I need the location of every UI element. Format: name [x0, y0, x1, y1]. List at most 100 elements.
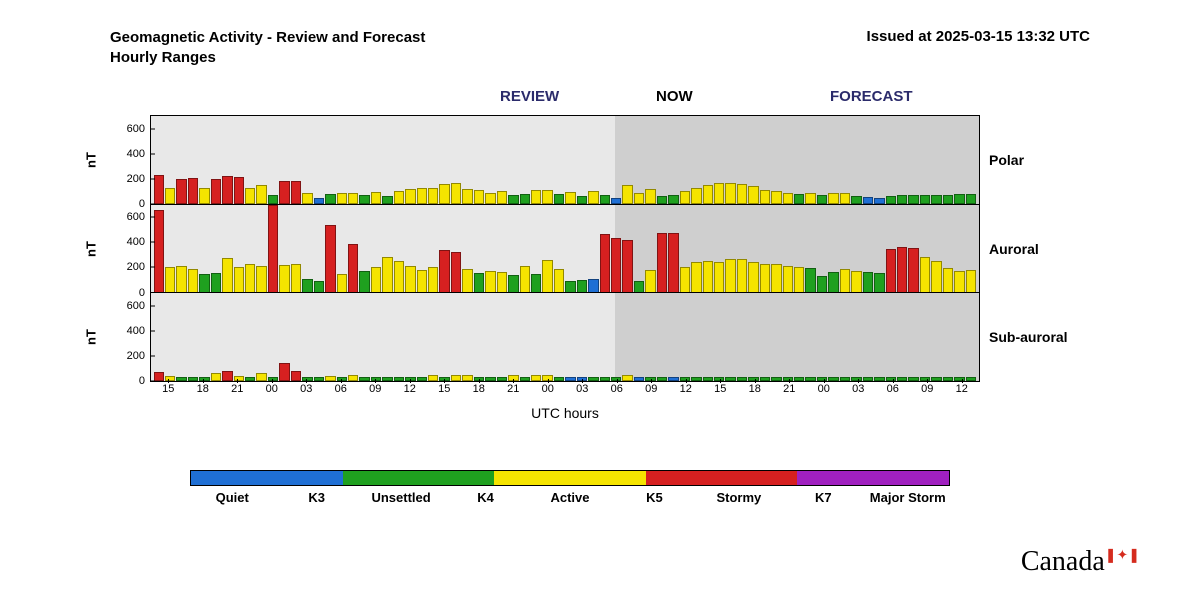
bar [451, 375, 461, 381]
bar [154, 175, 164, 204]
bar [256, 266, 266, 292]
bar [268, 205, 278, 292]
legend-label: Stormy [697, 490, 781, 505]
bar [348, 193, 358, 204]
bar [417, 377, 427, 381]
bar [783, 193, 793, 204]
bar [428, 375, 438, 381]
bar [165, 188, 175, 204]
bar [325, 225, 335, 293]
legend-label: K3 [274, 490, 358, 505]
bar [211, 273, 221, 292]
bar [714, 377, 724, 381]
bar [703, 261, 713, 292]
bar [531, 375, 541, 381]
bar [394, 261, 404, 292]
bar [188, 377, 198, 381]
bar [302, 279, 312, 293]
bar [966, 270, 976, 293]
bar [725, 259, 735, 293]
canada-wordmark: Canada❚✦❚ [1021, 546, 1140, 578]
bar [657, 233, 667, 293]
bar [931, 377, 941, 381]
legend-label: Quiet [190, 490, 274, 505]
bar [222, 176, 232, 204]
bar [485, 271, 495, 293]
bar [176, 377, 186, 381]
bar [874, 377, 884, 381]
zone-label: Auroral [989, 241, 1089, 257]
panel-sub-auroral: 0200400600nTSub-auroral15182100030609121… [150, 292, 980, 382]
bar [531, 274, 541, 293]
chart-area: 0200400600nTPolar0200400600nTAuroral0200… [150, 115, 980, 382]
bar [222, 371, 232, 381]
bar [337, 274, 347, 293]
bar [234, 376, 244, 381]
bar [394, 191, 404, 204]
bar [234, 177, 244, 204]
bar [222, 258, 232, 293]
bar [725, 377, 735, 381]
zone-label: Sub-auroral [989, 329, 1089, 345]
bar [760, 264, 770, 293]
bar [451, 183, 461, 204]
bar [554, 269, 564, 293]
bar [188, 178, 198, 204]
y-label: nT [83, 329, 98, 345]
bar [886, 249, 896, 293]
bar [828, 377, 838, 381]
bar [691, 377, 701, 381]
bar [828, 272, 838, 292]
bar [622, 240, 632, 293]
bar [302, 377, 312, 381]
bar [256, 373, 266, 381]
bar [520, 266, 530, 292]
bar [474, 190, 484, 204]
bar [600, 234, 610, 292]
bar [405, 266, 415, 292]
bar [645, 270, 655, 293]
legend: QuietK3UnsettledK4ActiveK5StormyK7Major … [190, 470, 950, 505]
bar [325, 194, 335, 204]
bar [954, 194, 964, 204]
bar [634, 193, 644, 204]
legend-label: K7 [781, 490, 865, 505]
bar [805, 268, 815, 293]
bar [462, 269, 472, 293]
bar [234, 267, 244, 292]
bar [863, 377, 873, 381]
bar [680, 191, 690, 204]
bar [279, 265, 289, 293]
bar [531, 190, 541, 204]
bar [851, 271, 861, 292]
bar [908, 248, 918, 293]
title-line1: Geomagnetic Activity - Review and Foreca… [110, 28, 425, 48]
flag-icon: ❚✦❚ [1105, 549, 1140, 564]
bar [954, 271, 964, 293]
bar [291, 181, 301, 204]
bar [943, 377, 953, 381]
legend-label: Unsettled [359, 490, 443, 505]
bar [176, 266, 186, 292]
bar [760, 377, 770, 381]
bar [634, 377, 644, 381]
bar [874, 273, 884, 292]
bar [577, 280, 587, 293]
bar [371, 192, 381, 204]
bar [520, 377, 530, 381]
bar [966, 377, 976, 381]
bar [737, 184, 747, 204]
bar [714, 183, 724, 204]
bar [348, 244, 358, 292]
bar [199, 377, 209, 381]
bar [497, 377, 507, 381]
bar [897, 247, 907, 292]
bar [382, 257, 392, 292]
bar [279, 363, 289, 381]
forecast-label: FORECAST [830, 88, 913, 105]
bar [645, 189, 655, 204]
legend-labels: QuietK3UnsettledK4ActiveK5StormyK7Major … [190, 490, 950, 505]
bar [474, 273, 484, 292]
bar [256, 185, 266, 204]
bar [863, 272, 873, 292]
